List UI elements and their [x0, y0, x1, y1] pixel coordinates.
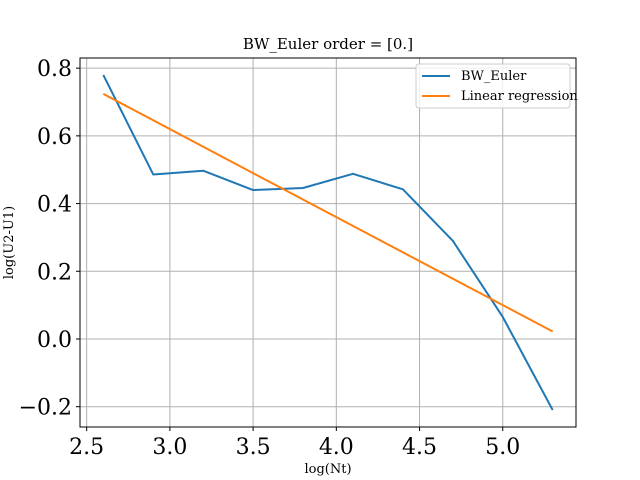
- y-tick-label: 0.0: [37, 328, 72, 353]
- x-axis: 2.5 3.0 3.5 4.0 4.5 5.0: [69, 427, 520, 460]
- legend: BW_Euler Linear regression: [415, 63, 578, 109]
- legend-box: [415, 63, 571, 109]
- x-tick-label: 4.5: [402, 435, 437, 460]
- y-axis: −0.2 0.0 0.2 0.4 0.6 0.8: [19, 57, 80, 421]
- series-line-1: [102, 92, 554, 333]
- legend-entry: Linear regression: [461, 89, 578, 104]
- x-tick-label: 5.0: [485, 435, 520, 460]
- y-tick-label: 0.4: [37, 193, 72, 218]
- x-tick-label: 4.0: [319, 435, 354, 460]
- x-tick-label: 3.5: [236, 435, 271, 460]
- y-tick-label: 0.8: [37, 57, 72, 82]
- series-layer: [102, 74, 554, 411]
- x-tick-label: 2.5: [69, 435, 104, 460]
- series-line-0: [102, 74, 554, 411]
- x-tick-label: 3.0: [152, 435, 187, 460]
- plot-frame: [79, 57, 577, 428]
- y-tick-label: 0.2: [37, 260, 72, 285]
- grid: [80, 58, 576, 427]
- y-tick-label: −0.2: [19, 396, 72, 421]
- chart-title: BW_Euler order = [0.]: [243, 35, 413, 53]
- y-axis-label: log(U2-U1): [2, 206, 17, 279]
- x-axis-label: log(Nt): [304, 462, 351, 477]
- legend-entry: BW_Euler: [461, 69, 527, 84]
- y-tick-label: 0.6: [37, 125, 72, 150]
